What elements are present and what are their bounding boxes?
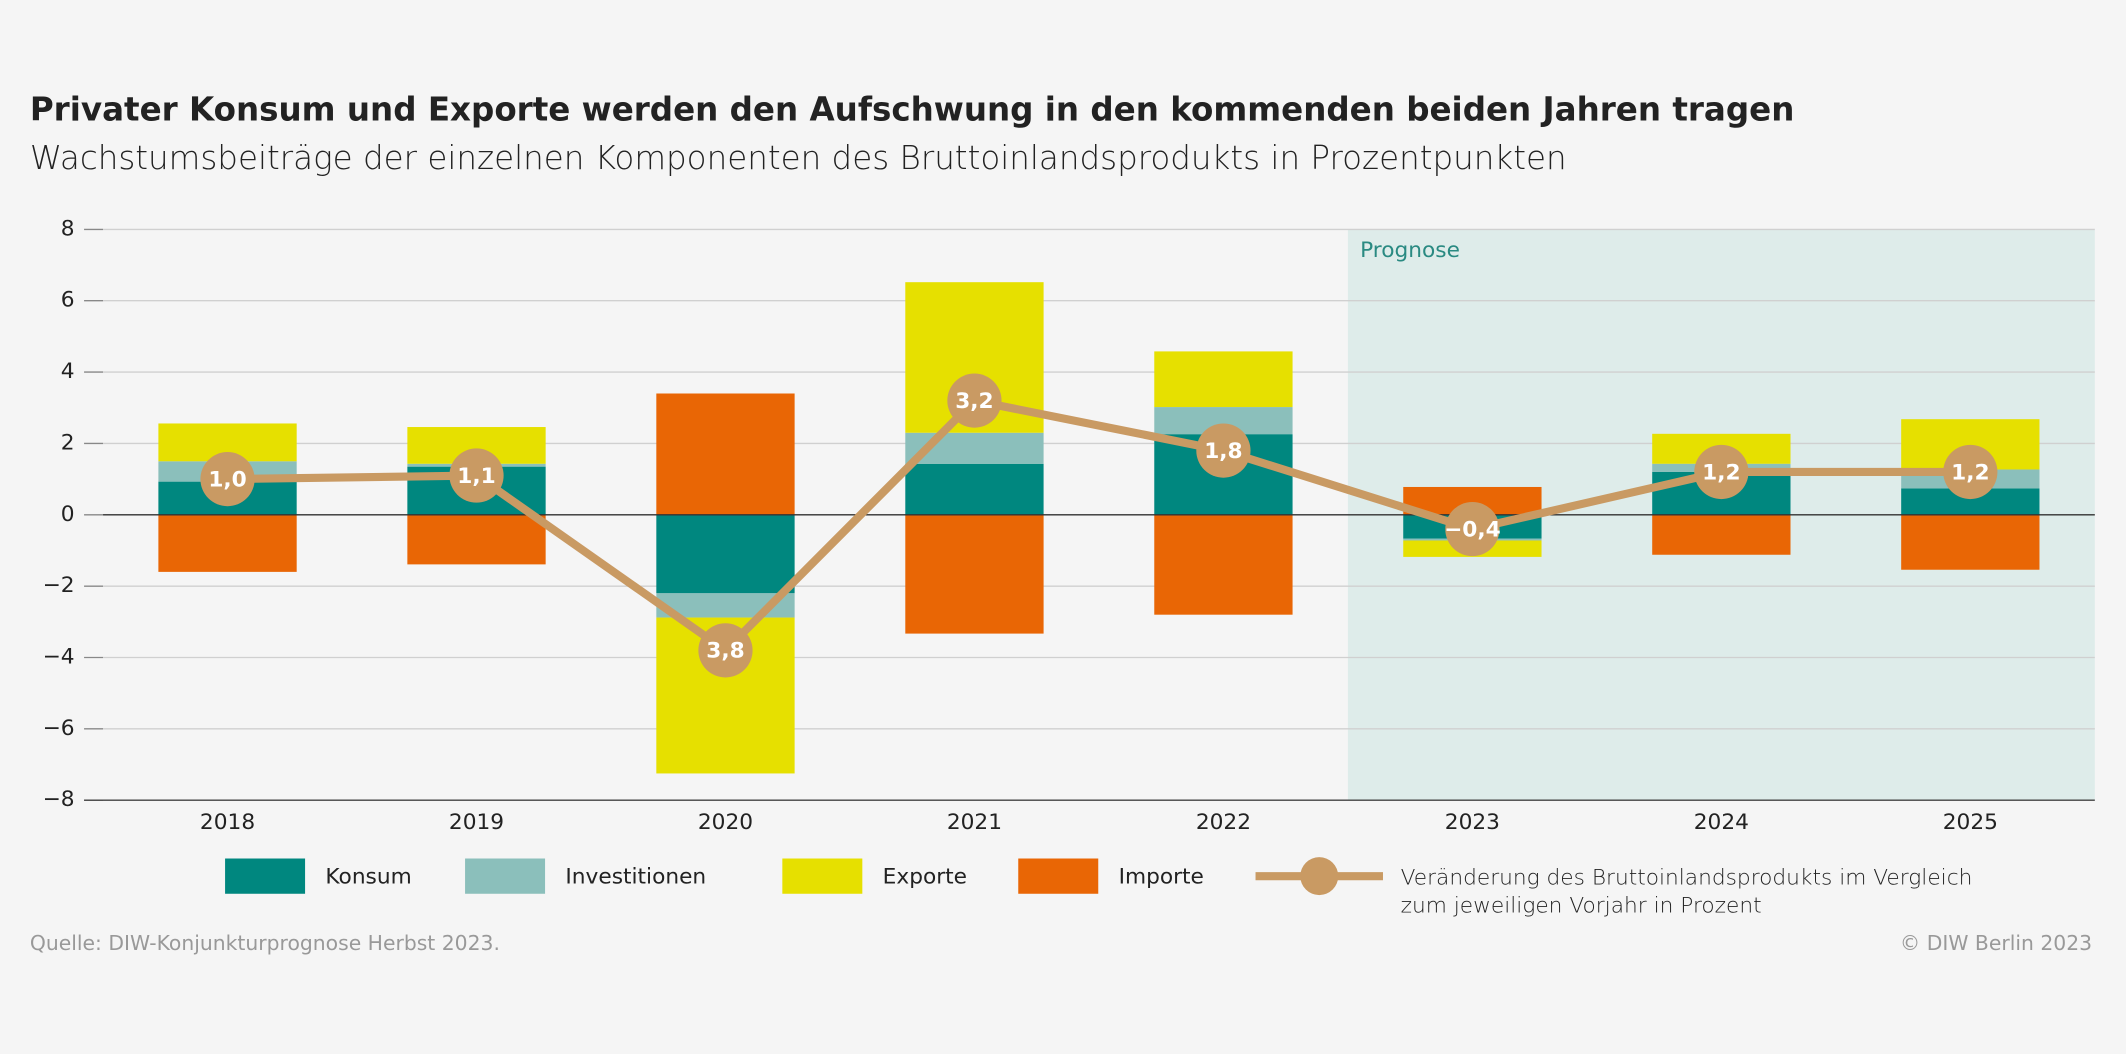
chart-title: Privater Konsum und Exporte werden den A… [30,90,1795,128]
x-tick-label: 2024 [1694,810,1749,835]
x-tick-label: 2023 [1445,810,1500,835]
line-marker [947,373,1002,428]
legend-swatch [782,858,863,894]
legend-label: Konsum [325,864,411,889]
line-marker [449,448,504,503]
line-marker [1694,444,1749,500]
bar-segment [905,514,1044,634]
y-tick-label: 6 [61,288,75,313]
legend-swatch [1018,858,1099,894]
y-tick-label: −6 [43,716,75,741]
data-label: 1,2 [1951,460,1989,485]
legend-label: Exporte [883,864,967,889]
data-label: 1,8 [1204,439,1242,464]
line-marker [1943,444,1998,500]
bar-segment [407,514,546,565]
legend-swatch [1300,857,1339,896]
forecast-label: Prognose [1360,238,1460,263]
y-tick-label: −2 [43,573,75,598]
x-tick-label: 2018 [200,810,255,835]
y-tick-label: −4 [43,645,75,670]
bar-segment [656,514,795,594]
y-tick-label: −8 [43,787,75,812]
x-tick-label: 2019 [449,810,504,835]
data-label: 1,1 [457,464,495,489]
data-label: −0,4 [1444,517,1501,542]
x-tick-label: 2025 [1943,810,1998,835]
line-marker [200,452,255,507]
line-marker [1445,501,1500,557]
line-marker [698,623,753,678]
data-label: 1,0 [208,467,246,492]
y-tick-label: 2 [61,430,75,455]
legend-label: Veränderung des Bruttoinlandsprodukts im… [1400,863,1973,919]
chart-subtitle: Wachstumsbeiträge der einzelnen Komponen… [30,139,1567,177]
data-label: 3,2 [955,389,993,414]
legend-swatch [465,858,546,894]
copyright: © DIW Berlin 2023 [1900,931,2092,955]
bar-segment [656,393,795,515]
bar-segment [1901,514,2040,570]
data-label: 3,8 [706,639,744,664]
legend-label: Importe [1119,864,1204,889]
y-tick-label: 4 [61,359,75,384]
source: Quelle: DIW-Konjunkturprognose Herbst 20… [30,931,500,955]
x-tick-label: 2022 [1196,810,1251,835]
legend-swatch [225,858,306,894]
y-tick-label: 0 [61,502,75,527]
line [227,396,1971,656]
x-tick-label: 2021 [947,810,1002,835]
bar-segment [1154,514,1293,615]
bar-segment [158,514,297,572]
legend-label: Investitionen [565,864,706,889]
y-tick-label: 8 [61,216,75,241]
x-tick-label: 2020 [698,810,753,835]
bar-segment [1652,514,1791,555]
line-marker [1196,423,1251,478]
data-label: 1,2 [1702,460,1740,485]
bar-segment [1154,351,1293,408]
legend-label-box: Veränderung des Bruttoinlandsprodukts im… [1400,863,1973,919]
bar-segment [905,463,1044,515]
